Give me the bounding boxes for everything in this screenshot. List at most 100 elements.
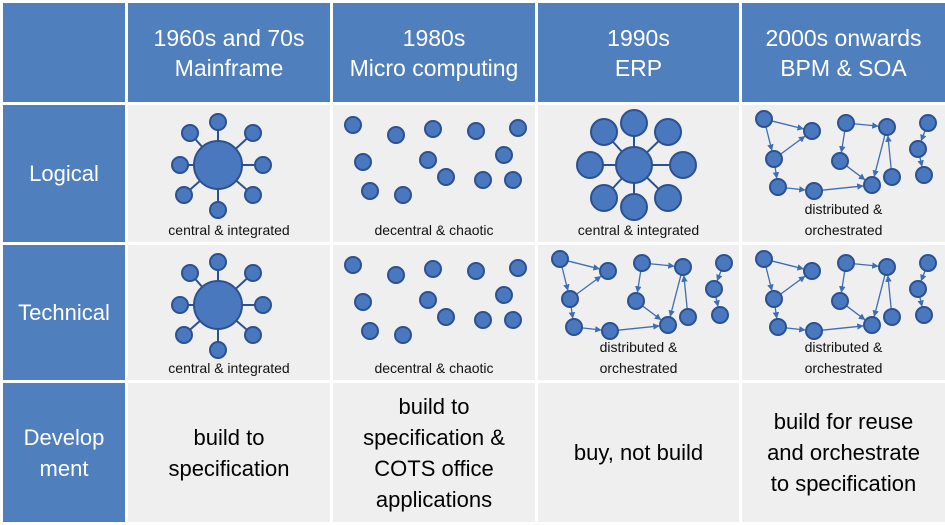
- node: [756, 251, 772, 267]
- node: [879, 259, 895, 275]
- node: [176, 187, 192, 203]
- node: [621, 110, 647, 136]
- node: [770, 179, 786, 195]
- arrow: [822, 326, 863, 330]
- node: [884, 309, 900, 325]
- node: [616, 147, 652, 183]
- arrow: [562, 267, 568, 291]
- node: [420, 152, 436, 168]
- node: [468, 263, 484, 279]
- arrow: [786, 188, 805, 190]
- caption-line-2: orchestrated: [742, 220, 945, 240]
- node: [832, 153, 848, 169]
- node: [245, 187, 261, 203]
- arrow: [568, 261, 600, 269]
- node: [255, 157, 271, 173]
- arrow: [642, 306, 660, 320]
- node: [510, 260, 526, 276]
- arrow: [637, 271, 640, 292]
- technical-soa: distributed & orchestrated: [741, 244, 945, 382]
- node: [438, 309, 454, 325]
- node: [172, 157, 188, 173]
- node: [655, 119, 681, 145]
- node: [475, 312, 491, 328]
- node: [600, 263, 616, 279]
- arrow: [846, 306, 864, 320]
- arrow: [841, 271, 844, 292]
- technical-erp: distributed & orchestrated: [537, 244, 741, 382]
- node: [838, 255, 854, 271]
- node: [388, 267, 404, 283]
- arrow: [841, 131, 844, 152]
- node: [562, 291, 578, 307]
- node: [706, 281, 722, 297]
- node: [395, 327, 411, 343]
- arrow: [766, 127, 772, 151]
- header-corner: [2, 2, 127, 104]
- node: [362, 183, 378, 199]
- node: [475, 172, 491, 188]
- node: [770, 319, 786, 335]
- arrow: [775, 307, 777, 318]
- arrow: [780, 276, 804, 294]
- node: [920, 115, 936, 131]
- node: [362, 323, 378, 339]
- arrow: [921, 130, 925, 140]
- node: [210, 202, 226, 218]
- logical-erp: central & integrated: [537, 104, 741, 244]
- arrow: [716, 297, 718, 306]
- node: [172, 297, 188, 313]
- node: [510, 120, 526, 136]
- node: [591, 185, 617, 211]
- logical-micro: decentral & chaotic: [332, 104, 537, 244]
- node: [756, 111, 772, 127]
- node: [675, 259, 691, 275]
- node: [425, 261, 441, 277]
- technical-mainframe: central & integrated: [127, 244, 332, 382]
- node: [916, 307, 932, 323]
- arrow: [854, 264, 878, 266]
- node: [628, 293, 644, 309]
- node: [577, 152, 603, 178]
- node: [388, 127, 404, 143]
- node: [245, 327, 261, 343]
- arrow: [582, 328, 601, 330]
- node: [655, 185, 681, 211]
- arrow: [854, 124, 878, 126]
- technical-row: Technical central & integrated decentral…: [2, 244, 945, 382]
- caption-line-1: distributed &: [742, 337, 945, 357]
- node: [910, 281, 926, 297]
- arrow: [921, 270, 925, 280]
- arrow: [920, 157, 922, 166]
- arrow: [874, 135, 885, 177]
- caption-line-2: orchestrated: [742, 358, 945, 378]
- arrow: [780, 136, 804, 154]
- arrow: [888, 136, 891, 169]
- node: [864, 317, 880, 333]
- node: [182, 265, 198, 281]
- node: [395, 187, 411, 203]
- node: [864, 177, 880, 193]
- arrow: [874, 275, 885, 317]
- node: [468, 123, 484, 139]
- node: [804, 263, 820, 279]
- node: [712, 307, 728, 323]
- node: [806, 183, 822, 199]
- node: [804, 123, 820, 139]
- arrow: [772, 121, 804, 129]
- node: [670, 152, 696, 178]
- node: [838, 115, 854, 131]
- node: [496, 147, 512, 163]
- caption-line-1: distributed &: [742, 199, 945, 219]
- node: [210, 342, 226, 358]
- arrow: [888, 276, 891, 309]
- arrow: [670, 275, 681, 317]
- node: [505, 312, 521, 328]
